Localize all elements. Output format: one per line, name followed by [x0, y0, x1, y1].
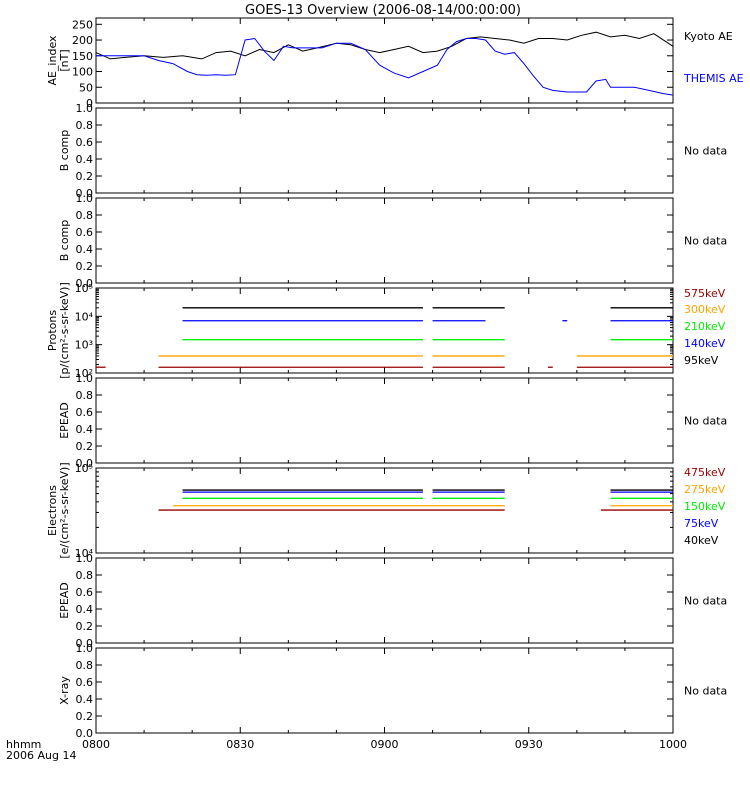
y-tick-label: 0.4	[76, 423, 94, 436]
y-tick-label: 10⁵	[75, 462, 93, 475]
y-tick-label: 0.8	[76, 659, 94, 672]
y-tick-label: 0.0	[76, 277, 94, 290]
x-tick-label: 1000	[659, 738, 687, 751]
y-axis-label: AE_index	[46, 35, 59, 86]
legend-140keV: 140keV	[684, 337, 726, 350]
y-tick-label: 0.4	[76, 693, 94, 706]
x-tick-label: 0930	[515, 738, 543, 751]
legend-kyoto-ae: Kyoto AE	[684, 30, 733, 43]
y-tick-label: 1.0	[76, 192, 94, 205]
no-data-label: No data	[684, 595, 727, 608]
y-tick-label: 100	[72, 66, 93, 79]
x-corner-label-hhmm: hhmm	[6, 738, 41, 751]
y-axis-label: [e/(cm²-s-sr-keV)]	[58, 462, 71, 558]
panel-frame	[95, 647, 674, 734]
x-tick-label: 0900	[371, 738, 399, 751]
y-tick-label: 0.6	[76, 586, 94, 599]
x-tick-label: 0830	[226, 738, 254, 751]
y-axis-label: B comp	[58, 130, 71, 172]
y-tick-label: 200	[72, 34, 93, 47]
panel-frame	[95, 377, 674, 464]
y-tick-label: 0.4	[76, 153, 94, 166]
y-tick-label: 0.2	[76, 260, 94, 273]
y-tick-label: 1.0	[76, 552, 94, 565]
y-tick-label: 0.6	[76, 136, 94, 149]
panel-bcomp1: 0.0 0.2 0.4 0.6 0.8 1.0 B comp No data	[58, 102, 727, 200]
y-tick-label: 0.6	[76, 676, 94, 689]
panel-frame	[95, 107, 674, 194]
no-data-label: No data	[684, 685, 727, 698]
y-tick-label: 1.0	[76, 372, 94, 385]
y-tick-label: 10²	[75, 367, 93, 380]
series-line-kyoto-ae	[95, 31, 674, 60]
y-tick-label: 10³	[75, 339, 93, 352]
legend-275keV: 275keV	[684, 483, 726, 496]
no-data-label: No data	[684, 145, 727, 158]
y-axis-label: B comp	[58, 220, 71, 262]
y-tick-label: 1.0	[76, 642, 94, 655]
y-tick-label: 0.8	[76, 209, 94, 222]
y-axis-label: Protons	[46, 310, 59, 351]
y-tick-label: 0.2	[76, 710, 94, 723]
panel-protons: 10² 10³ 10⁴ 10⁵ Protons [p/(cm²-s-sr-keV)] 575…	[46, 282, 726, 380]
y-axis-label: Electrons	[46, 485, 59, 536]
series-line-themis-ae	[96, 37, 674, 96]
y-tick-label: 0.4	[76, 243, 94, 256]
y-tick-label: 0.4	[76, 603, 94, 616]
legend-475keV: 475keV	[684, 466, 726, 479]
panel-xray: 0.0 0.2 0.4 0.6 0.8 1.0 X-ray No data	[58, 642, 727, 740]
y-axis-label: EPEAD	[58, 582, 71, 619]
y-axis-label: [nT]	[58, 49, 71, 71]
x-corner-label-date: 2006 Aug 14	[6, 749, 76, 762]
y-axis-label: X-ray	[58, 676, 71, 705]
legend-210keV: 210keV	[684, 320, 726, 333]
y-tick-label: 0.6	[76, 406, 94, 419]
y-tick-label: 0	[86, 97, 93, 110]
y-tick-label: 0.0	[76, 457, 94, 470]
panels: 0 50 100 150 200 250 AE_index [nT] Kyoto AE THEMI…	[46, 17, 744, 740]
y-axis-label: [p/(cm²-s-sr-keV)]	[58, 282, 71, 379]
x-tick-label: 0800	[82, 738, 110, 751]
y-tick-label: 250	[72, 18, 93, 31]
panel-electrons: 10⁴ 10⁵ Electrons [e/(cm²-s-sr-keV)] 475keV 2…	[46, 462, 726, 560]
panel-epead1: 0.0 0.2 0.4 0.6 0.8 1.0 EPEAD No data	[58, 372, 727, 470]
y-tick-label: 0.8	[76, 569, 94, 582]
no-data-label: No data	[684, 235, 727, 248]
legend-150keV: 150keV	[684, 500, 726, 513]
y-axis-label: EPEAD	[58, 402, 71, 439]
y-tick-label: 1.0	[76, 102, 94, 115]
panel-frame	[95, 287, 674, 374]
panel-frame	[95, 557, 674, 644]
panel-ae: 0 50 100 150 200 250 AE_index [nT] Kyoto AE THEMI…	[46, 17, 744, 110]
y-tick-label: 0.0	[76, 187, 94, 200]
legend-themis-ae: THEMIS AE	[683, 72, 744, 85]
no-data-label: No data	[684, 415, 727, 428]
y-tick-label: 0.2	[76, 620, 94, 633]
panel-frame	[95, 17, 674, 104]
y-tick-label: 10⁵	[75, 282, 93, 295]
legend-300keV: 300keV	[684, 303, 726, 316]
y-tick-label: 0.2	[76, 170, 94, 183]
y-tick-label: 10⁴	[75, 547, 94, 560]
plot-title: GOES-13 Overview (2006-08-14/00:00:00)	[245, 3, 521, 18]
legend-75keV: 75keV	[684, 517, 719, 530]
panel-frame	[95, 197, 674, 284]
y-tick-label: 0.8	[76, 119, 94, 132]
panel-bcomp2: 0.0 0.2 0.4 0.6 0.8 1.0 B comp No data	[58, 192, 727, 290]
legend-575keV: 575keV	[684, 287, 726, 300]
time-axis: 0800 0830 0900 0930 1000	[82, 738, 687, 751]
legend-40keV: 40keV	[684, 534, 719, 547]
y-tick-label: 0.2	[76, 440, 94, 453]
y-tick-label: 0.0	[76, 637, 94, 650]
legend-95keV: 95keV	[684, 354, 719, 367]
panel-epead2: 0.0 0.2 0.4 0.6 0.8 1.0 EPEAD No data	[58, 552, 727, 650]
y-tick-label: 0.0	[76, 727, 94, 740]
y-tick-label: 0.8	[76, 389, 94, 402]
y-tick-label: 10⁴	[75, 310, 94, 323]
y-tick-label: 0.6	[76, 226, 94, 239]
y-tick-label: 150	[72, 50, 93, 63]
y-tick-label: 50	[79, 81, 93, 94]
